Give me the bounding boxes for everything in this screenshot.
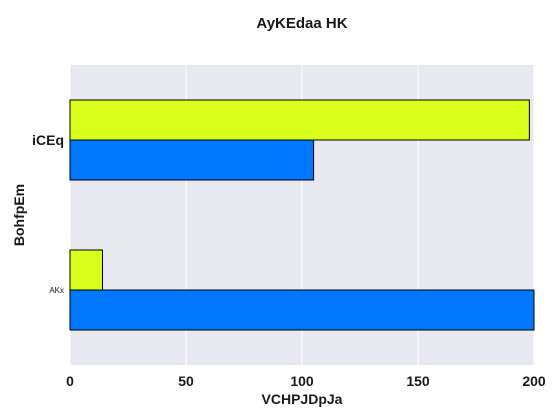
x-tick-label: 50 (178, 373, 194, 389)
x-tick-label: 200 (522, 373, 546, 389)
x-tick-label: 100 (290, 373, 314, 389)
y-tick-labels: iCEq AKx (32, 132, 64, 295)
bar-AKx-series-0 (69, 249, 103, 291)
y-tick-label: AKx (49, 286, 64, 295)
x-axis-label: VCHPJDpJa (262, 391, 343, 407)
bar-iCEq-series-1 (69, 139, 315, 181)
y-tick-label: iCEq (32, 132, 64, 148)
y-axis-label: BohfpEm (11, 184, 27, 246)
bar-AKx-series-1 (69, 289, 535, 331)
chart-title: AyKEdaa HK (256, 15, 347, 32)
bar-iCEq-series-0 (69, 99, 530, 141)
x-tick-label: 0 (66, 373, 74, 389)
x-tick-label: 150 (406, 373, 430, 389)
bars (69, 99, 535, 331)
x-tick-labels: 0 50 100 150 200 (66, 373, 546, 389)
